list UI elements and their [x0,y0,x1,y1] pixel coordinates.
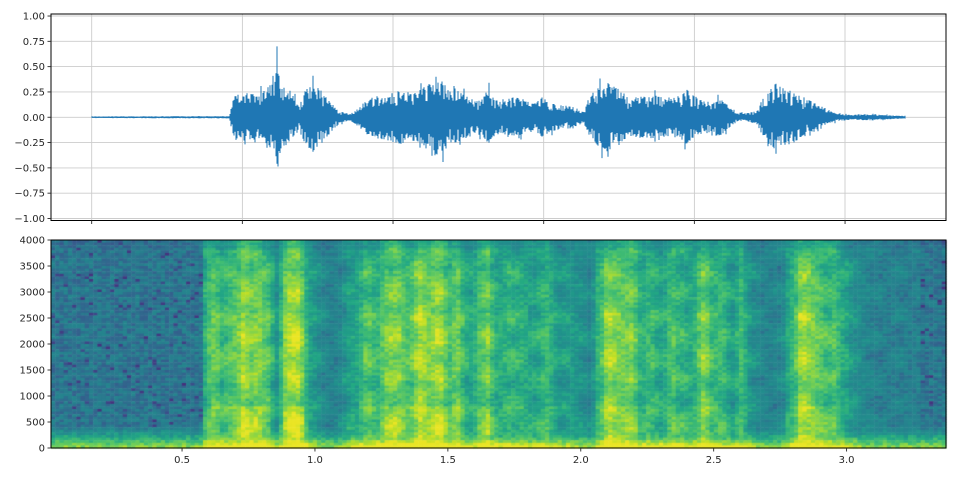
spectrogram-ytick-label: 0 [39,444,45,455]
spectrogram-ytick-label: 2000 [20,340,45,351]
spectrogram-ytick-label: 1000 [20,392,45,403]
spectrogram-xtick-label: 2.5 [706,455,722,466]
spectrogram-axes-spine [50,239,947,449]
spectrogram-ytick-label: 3000 [20,288,45,299]
waveform-ytick-label: 0.25 [23,87,45,98]
axes-tick-marks [47,15,848,452]
spectrogram-xtick-label: 1.5 [440,455,456,466]
spectrogram-ytick-label: 1500 [20,366,45,377]
waveform-ytick-label: 0.50 [23,62,45,73]
spectrogram-ytick-label: 500 [26,418,45,429]
waveform-ytick-label: −0.25 [14,138,45,149]
waveform-ytick-label: 1.00 [23,12,45,23]
spectrogram-ytick-label: 3500 [20,262,45,273]
waveform-ytick-label: −0.75 [14,189,45,200]
waveform-line [91,46,906,167]
waveform-ytick-label: −1.00 [14,214,45,225]
waveform-ytick-label: 0.00 [23,113,45,124]
waveform-ytick-label: 0.75 [23,37,45,48]
axes-tick-labels: 1.000.750.500.250.00−0.25−0.50−0.75−1.00… [14,12,854,466]
spectrogram-ytick-label: 2500 [20,314,45,325]
spectrogram-xtick-label: 3.0 [839,455,855,466]
waveform-ytick-label: −0.50 [14,163,45,174]
spectrogram-xtick-label: 2.0 [573,455,589,466]
axes-spines [50,13,947,449]
spectrogram-xtick-label: 1.0 [307,455,323,466]
spectrogram-ytick-label: 4000 [20,236,45,247]
spectrogram-xtick-label: 0.5 [174,455,190,466]
